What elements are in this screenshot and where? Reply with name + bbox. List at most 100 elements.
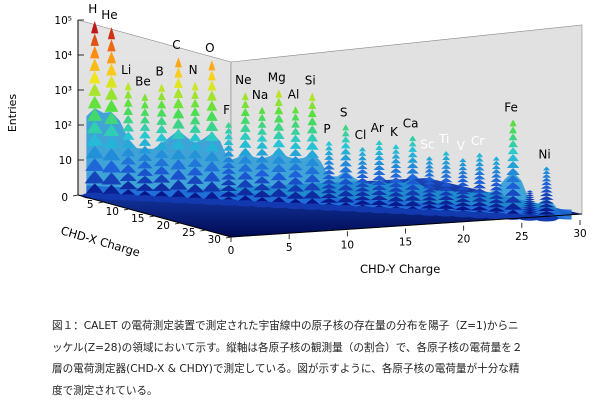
peak-band — [471, 197, 488, 202]
peak-band — [488, 198, 505, 204]
peak-band — [505, 181, 521, 189]
y-tick-label: 20 — [457, 234, 470, 246]
x-tick — [174, 222, 181, 225]
peak-band — [306, 133, 319, 142]
peak-band — [288, 163, 303, 171]
peak-band — [420, 204, 439, 209]
peak-band — [491, 169, 502, 174]
x-axis-label: CHD-X Charge — [59, 223, 142, 259]
peak-band — [455, 194, 471, 199]
y-axis-label: CHD-Y Charge — [360, 262, 440, 276]
peak-band — [286, 191, 305, 199]
peak-band — [107, 27, 116, 40]
element-label-he: He — [101, 8, 117, 22]
peak-band — [288, 156, 303, 164]
peak-band — [455, 190, 471, 195]
peak-band — [371, 185, 387, 190]
peak-band — [540, 188, 553, 193]
peak-band — [106, 51, 117, 64]
peak-band — [457, 178, 469, 183]
peak-band — [459, 158, 467, 163]
peak-p — [317, 140, 341, 211]
peak-band — [509, 119, 517, 127]
peak-band — [290, 127, 301, 135]
peak-band — [91, 20, 99, 34]
element-label-si: Si — [305, 74, 316, 88]
peak-band — [356, 169, 369, 174]
peak-band — [458, 166, 468, 171]
peak-band — [337, 190, 355, 197]
peak-band — [187, 149, 203, 159]
peak-band — [440, 173, 452, 178]
peak-band — [224, 127, 233, 134]
peak-band — [338, 172, 353, 179]
peak-band — [405, 184, 421, 190]
peak-band — [171, 128, 186, 139]
peak-band — [158, 83, 166, 92]
peak-band — [289, 141, 302, 149]
peak-band — [208, 60, 216, 71]
peak-band — [303, 182, 321, 191]
peak-band — [342, 124, 350, 131]
peak-band — [119, 180, 138, 190]
peak-band — [236, 179, 254, 188]
peak-band — [389, 172, 403, 178]
charge-distribution-3d-chart: 10 10² 10³ 10⁴ 10⁵ Entries 0 5 10 15 20 25 30 CHD-… — [6, 2, 587, 276]
peak-band — [258, 106, 266, 114]
peak-band — [240, 123, 251, 132]
z-tick-label: 10 — [59, 155, 72, 167]
peak-band — [473, 179, 486, 184]
peak-band — [526, 190, 534, 193]
peak-band — [257, 127, 267, 135]
peak-band — [122, 114, 134, 124]
peak-band — [458, 162, 467, 167]
peak-band — [203, 161, 220, 172]
peak-band — [141, 100, 149, 109]
y-tick-label: 0 — [228, 245, 235, 257]
peak-band — [542, 170, 551, 175]
caption-line: 図１：CALET の電荷測定装置で測定された宇宙線中の原子核の存在量の分布を陽子… — [52, 320, 519, 332]
peak-band — [321, 183, 337, 189]
peak-band — [506, 168, 520, 175]
element-label-b: B — [156, 65, 164, 79]
element-label-al: Al — [288, 87, 300, 101]
peak-band — [170, 159, 187, 170]
peak-band — [237, 171, 254, 180]
peak-band — [220, 185, 238, 191]
peak-band — [474, 166, 485, 171]
peak-band — [471, 201, 489, 207]
peak-band — [323, 159, 335, 165]
peak-band — [141, 93, 149, 101]
peak-band — [304, 174, 321, 183]
element-label-o: O — [205, 41, 214, 55]
peak-be — [132, 93, 157, 202]
peak-band — [205, 130, 219, 142]
peak-band — [408, 140, 417, 147]
peak-band — [101, 172, 122, 185]
peak-band — [174, 67, 183, 78]
z-tick-label: 10⁴ — [54, 50, 72, 62]
peak-band — [223, 144, 234, 151]
x-tick-label: 20 — [157, 220, 170, 232]
peak-band — [102, 160, 121, 173]
z-tick-label: 10³ — [54, 85, 72, 97]
peak-band — [140, 115, 150, 124]
peak-band — [325, 140, 333, 146]
peak-band — [522, 207, 538, 210]
peak-band — [223, 139, 234, 145]
peak-band — [320, 188, 338, 194]
peak-band — [272, 138, 286, 148]
peak-band — [206, 110, 218, 121]
peak-band — [391, 153, 401, 159]
peak-band — [305, 157, 320, 166]
element-label-h: H — [88, 2, 97, 16]
peak-band — [89, 58, 100, 71]
peak-band — [307, 117, 318, 126]
peak-band — [138, 138, 152, 146]
peak-band — [370, 200, 389, 205]
peak-band — [537, 210, 556, 215]
peak-band — [275, 89, 283, 98]
peak-band — [490, 181, 503, 187]
peak-band — [241, 92, 249, 101]
peak-band — [355, 182, 370, 187]
